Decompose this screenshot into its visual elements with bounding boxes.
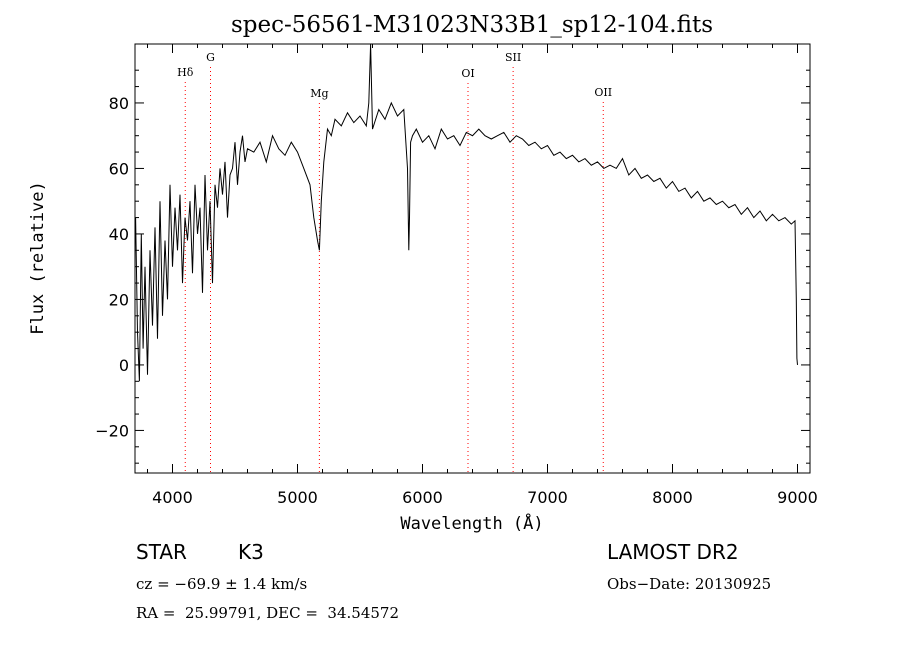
spectral-line-label: Hδ [177,66,194,79]
spectral-line-label: G [206,51,215,64]
spectral-line-label: OII [594,86,612,99]
radial-velocity: cz = −69.9 ± 1.4 km/s [136,575,308,593]
x-tick-label: 8000 [652,488,693,507]
survey-name: LAMOST DR2 [607,540,739,564]
y-tick-label: −20 [95,421,129,440]
spectral-line-label: Mg [310,87,328,100]
y-tick-label: 80 [109,94,129,113]
x-tick-label: 9000 [777,488,818,507]
x-tick-label: 7000 [527,488,568,507]
coordinates: RA = 25.99791, DEC = 34.54572 [136,604,400,622]
spectral-line-label: OI [461,67,474,80]
object-subclass: K3 [238,540,264,564]
x-axis-ticks: 4000 5000 6000 7000 8000 9000 [147,44,818,507]
y-tick-label: 0 [119,356,129,375]
y-tick-label: 40 [109,225,129,244]
spectrum-line [135,43,798,382]
x-tick-label: 6000 [402,488,443,507]
x-tick-label: 4000 [152,488,193,507]
plot-frame [134,43,811,474]
x-tick-label: 5000 [277,488,318,507]
spectral-line-label: SII [505,51,521,64]
chart-title: spec-56561-M31023N33B1_sp12-104.fits [231,12,713,38]
y-tick-label: 20 [109,290,129,309]
y-axis-ticks: −20 0 20 40 60 80 [95,69,810,464]
y-axis-label: Flux (relative) [28,181,48,335]
observation-date: Obs−Date: 20130925 [607,575,772,593]
spectral-line-markers: Hδ G Mg OI SII OII [177,51,612,473]
y-tick-label: 60 [109,159,129,178]
object-class: STAR [136,540,187,564]
x-axis-label: Wavelength (Å) [400,512,543,534]
